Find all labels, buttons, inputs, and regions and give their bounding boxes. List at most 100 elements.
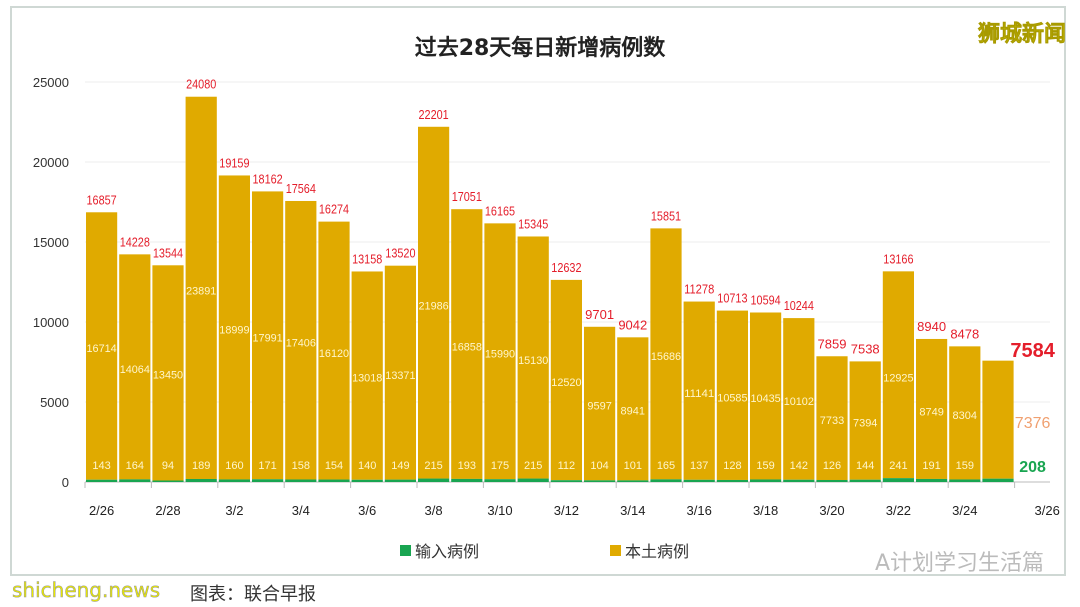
bar-local <box>550 279 582 481</box>
bar-imported <box>384 479 416 482</box>
local-label: 13018 <box>352 373 382 385</box>
bar-local <box>318 221 350 480</box>
total-label: 16165 <box>485 203 515 218</box>
total-label: 13520 <box>385 246 415 261</box>
total-label: 17051 <box>452 189 482 204</box>
bar-local <box>418 126 450 479</box>
x-tick-label: 3/12 <box>554 503 579 518</box>
imported-label: 104 <box>590 460 608 472</box>
y-tick-label: 15000 <box>33 235 69 250</box>
local-label: 8304 <box>953 410 977 422</box>
local-label: 14064 <box>120 364 150 376</box>
x-tick-label: 3/26 <box>1035 503 1060 518</box>
bar-imported <box>185 478 217 482</box>
y-tick-label: 5000 <box>40 395 69 410</box>
total-label: 16274 <box>319 202 349 217</box>
watermark: A计划学习生活篇 <box>874 551 1044 576</box>
y-tick-label: 0 <box>62 475 69 490</box>
x-tick-label: 3/14 <box>620 503 645 518</box>
imported-label: 142 <box>790 460 808 472</box>
imported-label: 140 <box>358 460 376 472</box>
bar-local <box>716 310 748 480</box>
total-label: 9701 <box>585 307 614 322</box>
local-label: 16858 <box>452 342 482 354</box>
bar-imported <box>218 479 250 482</box>
bar-local <box>451 209 483 479</box>
bar-imported <box>617 480 649 482</box>
imported-label: 208 <box>1019 459 1046 476</box>
total-label: 24080 <box>186 77 216 92</box>
local-label: 13450 <box>153 370 183 382</box>
x-tick-label: 3/22 <box>886 503 911 518</box>
x-tick-label: 3/10 <box>487 503 512 518</box>
bar-imported <box>451 478 483 482</box>
total-label: 19159 <box>219 155 249 170</box>
bar-imported <box>351 479 383 482</box>
local-label: 12520 <box>551 377 581 389</box>
bar-imported <box>783 479 815 482</box>
imported-label: 193 <box>458 460 476 472</box>
local-label: 15130 <box>518 355 548 367</box>
imported-label: 171 <box>258 460 276 472</box>
bar-imported <box>517 478 549 482</box>
total-label: 14228 <box>120 234 150 249</box>
total-label: 7584 <box>1010 340 1055 362</box>
y-tick-label: 10000 <box>33 315 69 330</box>
imported-label: 158 <box>292 460 310 472</box>
bar-local <box>816 356 848 480</box>
imported-label: 112 <box>558 460 576 472</box>
bar-local <box>584 326 616 481</box>
legend-label: 输入病例 <box>415 542 480 561</box>
total-label: 10594 <box>751 292 781 307</box>
imported-label: 159 <box>756 460 774 472</box>
bar-local <box>683 301 715 480</box>
legend-local: 本土病例 <box>610 538 689 562</box>
total-label: 11278 <box>684 282 714 297</box>
legend-label: 本土病例 <box>625 542 690 561</box>
x-tick-label: 3/16 <box>687 503 712 518</box>
x-tick-label: 2/28 <box>155 503 180 518</box>
local-label: 10435 <box>751 393 781 405</box>
imported-label: 165 <box>657 460 675 472</box>
local-label: 13371 <box>385 370 415 382</box>
bar-local <box>849 361 881 480</box>
total-label: 8940 <box>917 319 946 334</box>
y-tick-label: 25000 <box>33 75 69 90</box>
legend-imported: 输入病例 <box>400 538 479 562</box>
bar-imported <box>418 478 450 482</box>
bar-imported <box>849 479 881 482</box>
bar-local <box>617 337 649 481</box>
local-label: 8941 <box>621 406 645 418</box>
local-label: 7733 <box>820 415 844 427</box>
bar-imported <box>949 479 981 482</box>
local-label: 12925 <box>883 373 913 385</box>
total-label: 13158 <box>352 251 382 266</box>
imported-label: 215 <box>424 460 442 472</box>
total-label: 9042 <box>618 317 647 332</box>
bar-local <box>218 175 250 480</box>
local-label: 11141 <box>684 388 714 400</box>
x-tick-label: 3/2 <box>225 503 243 518</box>
bar-local <box>185 96 217 479</box>
imported-label: 128 <box>723 460 741 472</box>
local-label: 17991 <box>253 333 283 345</box>
chart-frame <box>10 6 1066 576</box>
local-label: 17406 <box>286 337 316 349</box>
total-label: 15345 <box>518 216 548 231</box>
bar-local <box>982 360 1014 479</box>
local-label: 15990 <box>485 349 515 361</box>
brand-logo: 狮城新闻 <box>977 22 1067 48</box>
imported-label: 149 <box>391 460 409 472</box>
imported-label: 191 <box>922 460 940 472</box>
imported-label: 126 <box>823 460 841 472</box>
bar-imported <box>916 478 948 482</box>
bar-imported <box>484 479 516 482</box>
total-label: 22201 <box>419 107 449 122</box>
bar-local <box>650 228 682 480</box>
bar-local <box>916 338 948 479</box>
bar-local <box>252 191 284 480</box>
bar-imported <box>318 479 350 482</box>
local-label: 10102 <box>784 396 814 408</box>
imported-label: 101 <box>624 460 642 472</box>
